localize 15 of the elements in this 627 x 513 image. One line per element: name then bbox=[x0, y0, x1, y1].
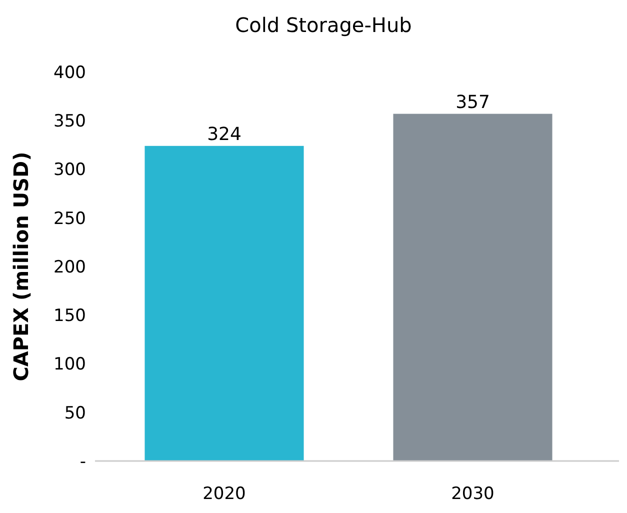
y-tick-label: - bbox=[80, 452, 86, 472]
x-tick-label: 2030 bbox=[451, 484, 494, 504]
y-tick-label: 200 bbox=[54, 257, 86, 278]
y-tick-label: 400 bbox=[54, 62, 86, 83]
y-tick-label: 300 bbox=[54, 160, 86, 180]
data-label: 324 bbox=[207, 124, 242, 145]
y-tick-label: 150 bbox=[54, 306, 86, 326]
y-tick-label: 100 bbox=[54, 354, 86, 375]
y-tick-label: 350 bbox=[54, 112, 86, 132]
x-tick-label: 2020 bbox=[202, 484, 246, 504]
chart-title: Cold Storage-Hub bbox=[235, 13, 412, 37]
y-tick-label: 50 bbox=[64, 403, 86, 424]
y-tick-label: 250 bbox=[54, 208, 86, 229]
data-label: 357 bbox=[456, 92, 490, 113]
y-axis-title: CAPEX (million USD) bbox=[9, 152, 33, 382]
